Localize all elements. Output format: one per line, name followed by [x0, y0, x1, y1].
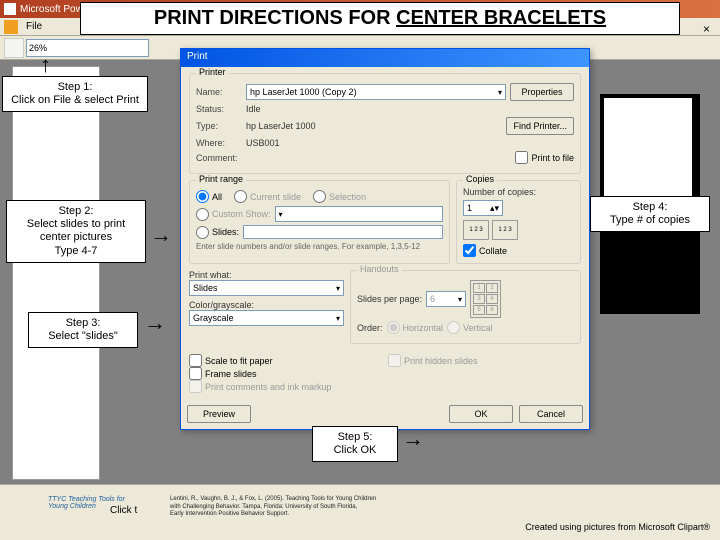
printer-combo[interactable]: hp LaserJet 1000 (Copy 2)	[246, 84, 506, 100]
colorgray-label: Color/grayscale:	[189, 300, 344, 310]
where-label: Where:	[196, 138, 242, 148]
range-selection-radio[interactable]: Selection	[313, 190, 366, 203]
cancel-button[interactable]: Cancel	[519, 405, 583, 423]
pp-icon	[4, 20, 18, 34]
step1-arrow: ↑	[40, 52, 51, 78]
step2-callout: Step 2: Select slides to print center pi…	[6, 200, 146, 263]
title-underlined: CENTER BRACELETS	[396, 7, 606, 29]
handout-preview: 12 34 56	[470, 280, 501, 318]
copies-legend: Copies	[463, 174, 497, 184]
handouts-legend: Handouts	[357, 264, 402, 274]
comment-label: Comment:	[196, 153, 242, 163]
printwhat-combo[interactable]: Slides	[189, 280, 344, 296]
step3-arrow: →	[144, 310, 166, 336]
where-value: USB001	[246, 138, 280, 148]
step3-callout: Step 3: Select "slides"	[28, 312, 138, 348]
range-slides-radio[interactable]: Slides:	[196, 226, 239, 239]
custom-show-combo	[275, 206, 443, 222]
scale-fit-check[interactable]: Scale to fit paper	[189, 354, 382, 367]
printer-group: Printer Name: hp LaserJet 1000 (Copy 2) …	[189, 73, 581, 174]
slides-input[interactable]	[243, 225, 443, 239]
range-all-radio[interactable]: All	[196, 190, 222, 203]
range-legend: Print range	[196, 174, 246, 184]
footer-credit: Created using pictures from Microsoft Cl…	[525, 522, 710, 532]
footer-citation: Lentini, R., Vaughn, B. J., & Fox, L. (2…	[170, 496, 376, 518]
copies-group: Copies Number of copies: 1▴▾ 1 2 3 1 2 3…	[456, 180, 581, 264]
title-prefix: PRINT DIRECTIONS FOR	[154, 7, 396, 29]
status-value: Idle	[246, 104, 261, 114]
step5-arrow: →	[402, 426, 424, 452]
dialog-footer: Preview OK Cancel	[181, 399, 589, 429]
type-label: Type:	[196, 121, 242, 131]
step5-callout: Step 5: Click OK	[312, 426, 398, 462]
collate-icon-2: 1 2 3	[492, 220, 518, 240]
ttyc-logo: TTYC Teaching Tools for Young Children	[48, 496, 138, 522]
status-label: Status:	[196, 104, 242, 114]
name-label: Name:	[196, 87, 242, 97]
spp-combo: 6	[426, 291, 466, 307]
step2-arrow: →	[150, 222, 172, 248]
menu-file[interactable]: File	[26, 21, 42, 32]
type-value: hp LaserJet 1000	[246, 121, 316, 131]
tool-btn[interactable]	[4, 38, 24, 58]
slide-canvas	[604, 98, 692, 208]
printwhat-label: Print what:	[189, 270, 344, 280]
colorgray-combo[interactable]: Grayscale	[189, 310, 344, 326]
order-h-radio: Horizontal	[387, 321, 444, 334]
order-v-radio: Vertical	[447, 321, 493, 334]
copies-spinner[interactable]: 1▴▾	[463, 200, 503, 216]
print-range-group: Print range All Current slide Selection …	[189, 180, 450, 264]
collate-check[interactable]: Collate	[463, 244, 574, 257]
slide-thumbnail-panel	[12, 66, 100, 480]
order-label: Order:	[357, 323, 383, 333]
print-dialog: Print Printer Name: hp LaserJet 1000 (Co…	[180, 48, 590, 430]
range-custom-radio[interactable]: Custom Show:	[196, 208, 271, 221]
range-hint: Enter slide numbers and/or slide ranges.…	[196, 242, 443, 251]
app-icon	[4, 3, 16, 15]
range-current-radio[interactable]: Current slide	[234, 190, 301, 203]
print-what-block: Print what: Slides Color/grayscale: Gray…	[189, 270, 344, 350]
close-icon[interactable]: ×	[703, 22, 710, 36]
find-printer-button[interactable]: Find Printer...	[506, 117, 574, 135]
printer-legend: Printer	[196, 67, 229, 77]
handouts-group: Handouts Slides per page: 6 12 34 56 Ord…	[350, 270, 581, 344]
print-to-file-check[interactable]: Print to file	[515, 151, 574, 164]
collate-icon-1: 1 2 3	[463, 220, 489, 240]
step4-callout: Step 4: Type # of copies	[590, 196, 710, 232]
dialog-titlebar: Print	[181, 49, 589, 67]
printer-name: hp LaserJet 1000 (Copy 2)	[250, 87, 357, 97]
properties-button[interactable]: Properties	[510, 83, 574, 101]
spp-label: Slides per page:	[357, 294, 422, 304]
copies-label: Number of copies:	[463, 187, 574, 197]
page-title: PRINT DIRECTIONS FOR CENTER BRACELETS	[80, 2, 680, 35]
print-hidden-check: Print hidden slides	[388, 354, 581, 367]
preview-button[interactable]: Preview	[187, 405, 251, 423]
print-comments-check: Print comments and ink markup	[189, 380, 382, 393]
frame-slides-check[interactable]: Frame slides	[189, 367, 382, 380]
step1-callout: Step 1: Click on File & select Print	[2, 76, 148, 112]
ok-button[interactable]: OK	[449, 405, 513, 423]
